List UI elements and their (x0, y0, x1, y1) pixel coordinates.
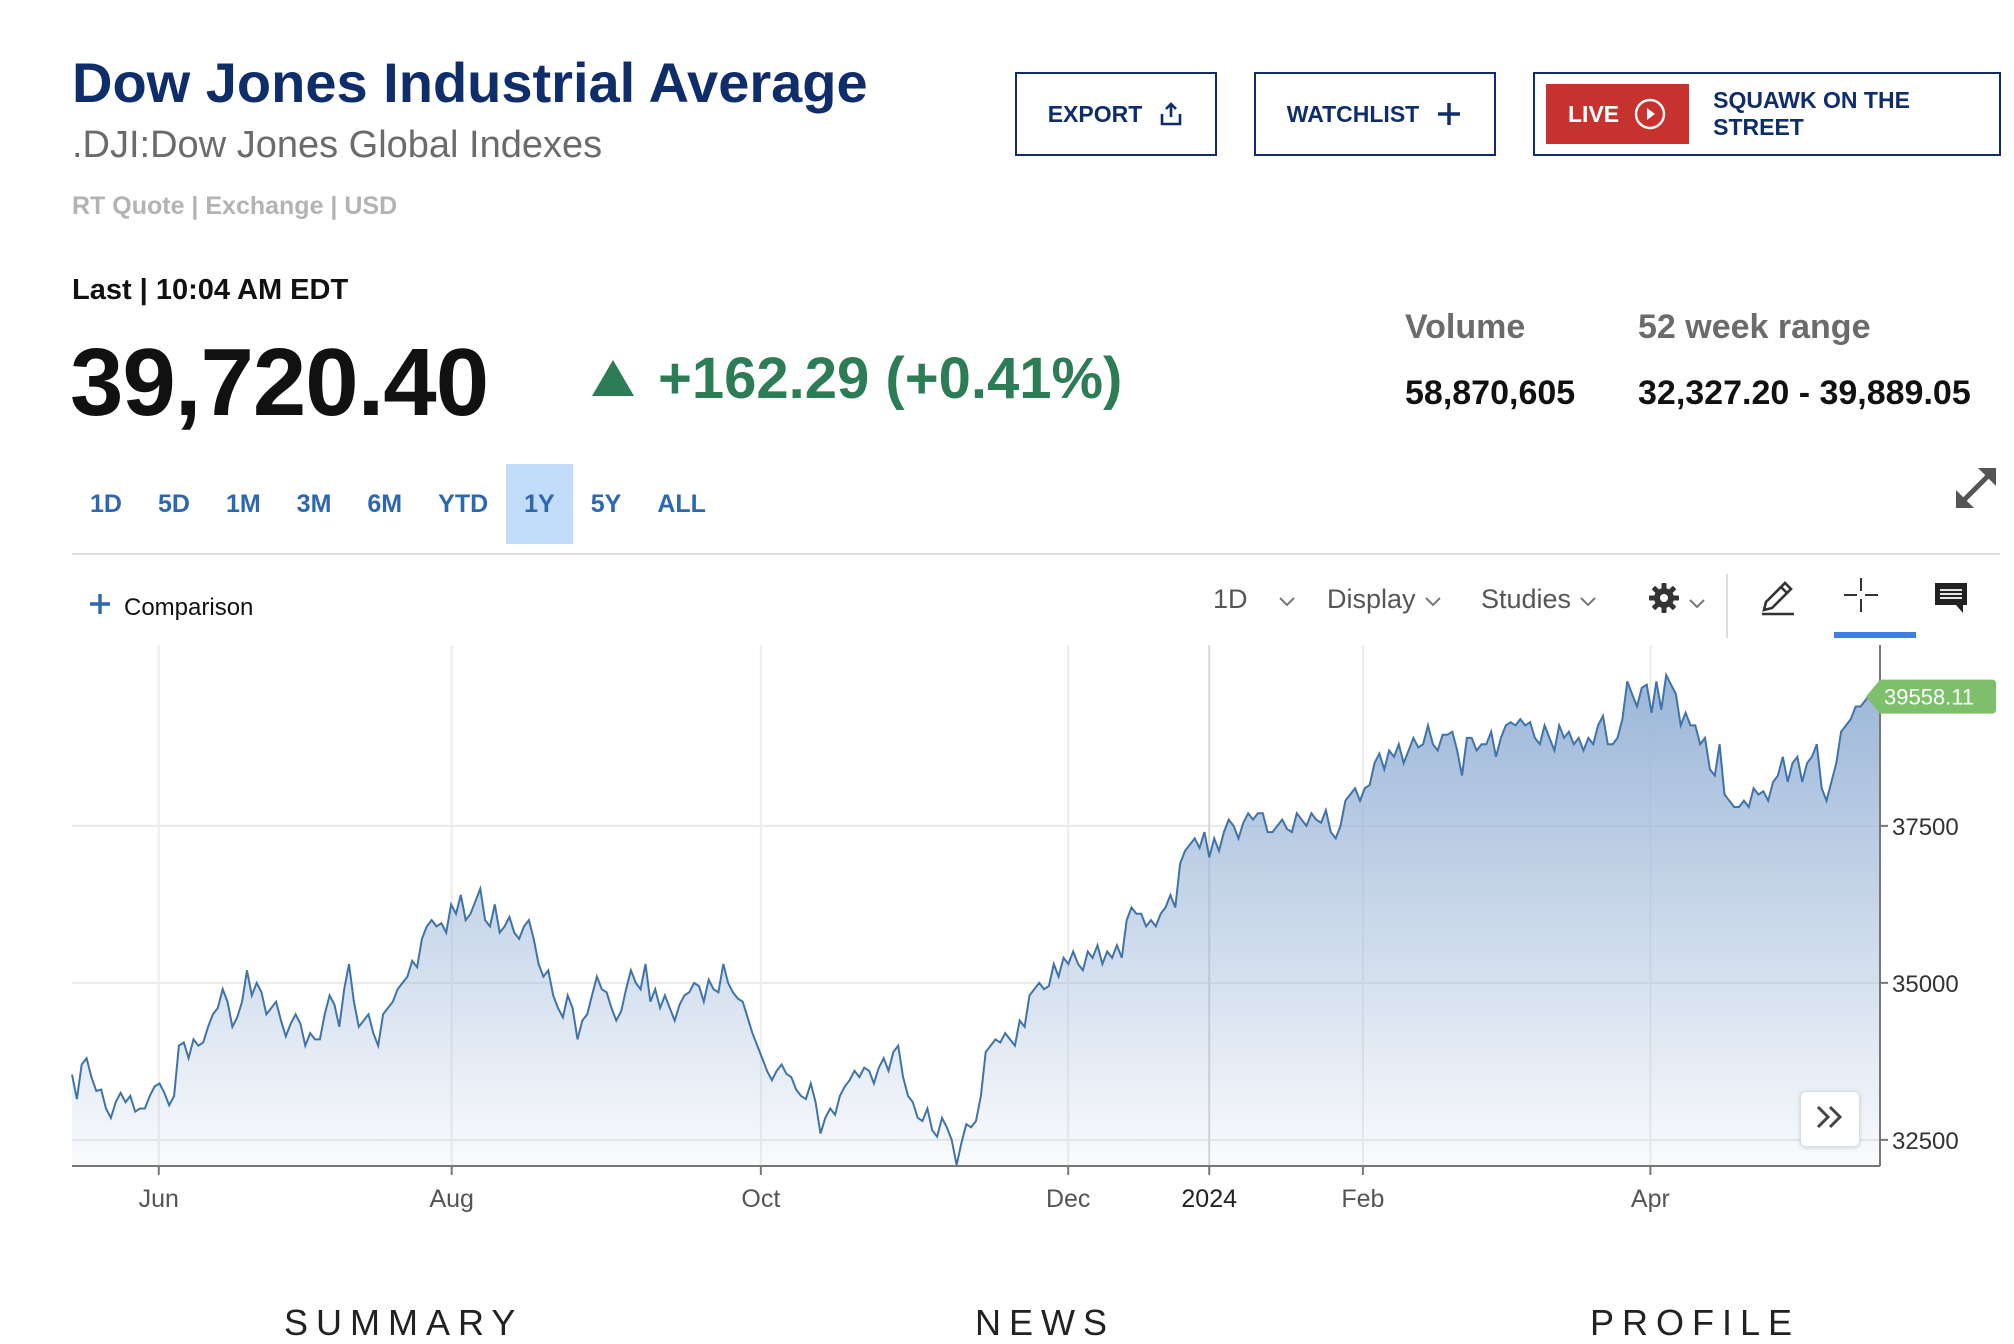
gear-icon (1648, 582, 1680, 621)
quote-meta: RT Quote | Exchange | USD (72, 192, 398, 220)
range-tab-5d[interactable]: 5D (157, 489, 190, 518)
comparison-label: Comparison (124, 593, 254, 621)
studies-label: Studies (1481, 584, 1572, 614)
pencil-icon[interactable] (1756, 576, 1798, 623)
chevron-down-icon (1579, 584, 1597, 615)
watchlist-label: WATCHLIST (1286, 100, 1420, 127)
comparison-button[interactable]: Comparison (88, 592, 253, 623)
x-tick-label: Aug (429, 1185, 473, 1213)
volume-label: Volume (1405, 308, 1526, 346)
x-tick-label: Feb (1341, 1185, 1384, 1213)
toolbar-separator (1726, 574, 1728, 638)
x-tick-label: Apr (1631, 1185, 1670, 1213)
play-circle-icon (1633, 97, 1667, 131)
range-tab-all[interactable]: ALL (657, 489, 706, 518)
last-updated: Last | 10:04 AM EDT (72, 274, 349, 306)
display-label: Display (1327, 584, 1416, 614)
last-value-badge (1866, 679, 1996, 714)
range-tab-1m[interactable]: 1M (225, 489, 261, 518)
range-tab-ytd[interactable]: YTD (438, 489, 489, 518)
plus-icon (1435, 100, 1463, 128)
live-label: LIVE (1568, 100, 1620, 127)
interval-label: 1D (1213, 584, 1248, 614)
display-menu[interactable]: Display (1327, 584, 1442, 615)
plus-icon (88, 592, 112, 623)
tab-news[interactable]: NEWS (975, 1302, 1115, 1343)
time-range-tabs: 1D 5D 1M 3M 6M YTD 1Y 5Y ALL (72, 464, 724, 544)
range-label: 52 week range (1638, 308, 1871, 346)
range-tab-1y[interactable]: 1Y (506, 464, 573, 544)
crosshair-active-indicator (1834, 632, 1916, 638)
studies-menu[interactable]: Studies (1481, 584, 1597, 615)
price-area (72, 675, 1880, 1165)
x-tick-label: Jun (139, 1185, 179, 1213)
live-stream-button[interactable]: LIVE SQUAWK ON THE STREET (1533, 72, 2001, 156)
price-change-value: +162.29 (+0.41%) (658, 346, 1123, 411)
price-chart[interactable]: 32500 35000 37500 Jun Aug Oct Dec 2024 Feb Apr 39… (0, 0, 2014, 1312)
live-badge: LIVE (1546, 84, 1690, 144)
x-tick-label: 2024 (1181, 1185, 1237, 1213)
scroll-right-icon (1815, 1104, 1845, 1135)
range-tab-6m[interactable]: 6M (367, 489, 403, 518)
interval-select[interactable]: 1D (1213, 584, 1296, 615)
last-price: 39,720.40 (70, 329, 489, 436)
chart-settings-button[interactable] (1648, 582, 1706, 621)
chevron-down-icon (1278, 584, 1296, 615)
comment-icon[interactable] (1932, 580, 1970, 621)
tab-profile[interactable]: PROFILE (1590, 1302, 1801, 1343)
share-icon (1158, 101, 1184, 127)
y-tick-label: 35000 (1892, 971, 1959, 998)
page-subtitle: .DJI:Dow Jones Global Indexes (72, 124, 603, 166)
export-label: EXPORT (1047, 100, 1143, 127)
y-tick-label: 32500 (1892, 1128, 1959, 1155)
tab-summary[interactable]: SUMMARY (284, 1302, 524, 1343)
volume-value: 58,870,605 (1405, 374, 1576, 412)
watchlist-button[interactable]: WATCHLIST (1254, 72, 1496, 156)
last-value-label: 39558.11 (1884, 685, 1974, 710)
export-button[interactable]: EXPORT (1015, 72, 1217, 156)
expand-icon[interactable] (1950, 462, 2002, 519)
crosshair-icon[interactable] (1842, 576, 1880, 619)
scroll-right-button[interactable] (1800, 1091, 1860, 1147)
chart-divider (72, 553, 2000, 555)
chevron-down-icon (1424, 584, 1442, 615)
range-tab-5y[interactable]: 5Y (590, 489, 622, 518)
x-tick-label: Dec (1046, 1185, 1090, 1213)
range-tab-3m[interactable]: 3M (296, 489, 332, 518)
price-change: +162.29 (+0.41%) (590, 345, 1122, 412)
price-line (71, 671, 1881, 1166)
y-tick-label: 37500 (1892, 814, 1959, 841)
chevron-down-icon (1688, 586, 1706, 617)
up-arrow-icon (590, 345, 636, 412)
page-title: Dow Jones Industrial Average (72, 51, 868, 114)
range-tab-1d[interactable]: 1D (90, 489, 122, 518)
live-show-title: SQUAWK ON THE STREET (1713, 87, 1910, 140)
range-value: 32,327.20 - 39,889.05 (1638, 374, 1971, 412)
x-tick-label: Oct (741, 1185, 780, 1213)
